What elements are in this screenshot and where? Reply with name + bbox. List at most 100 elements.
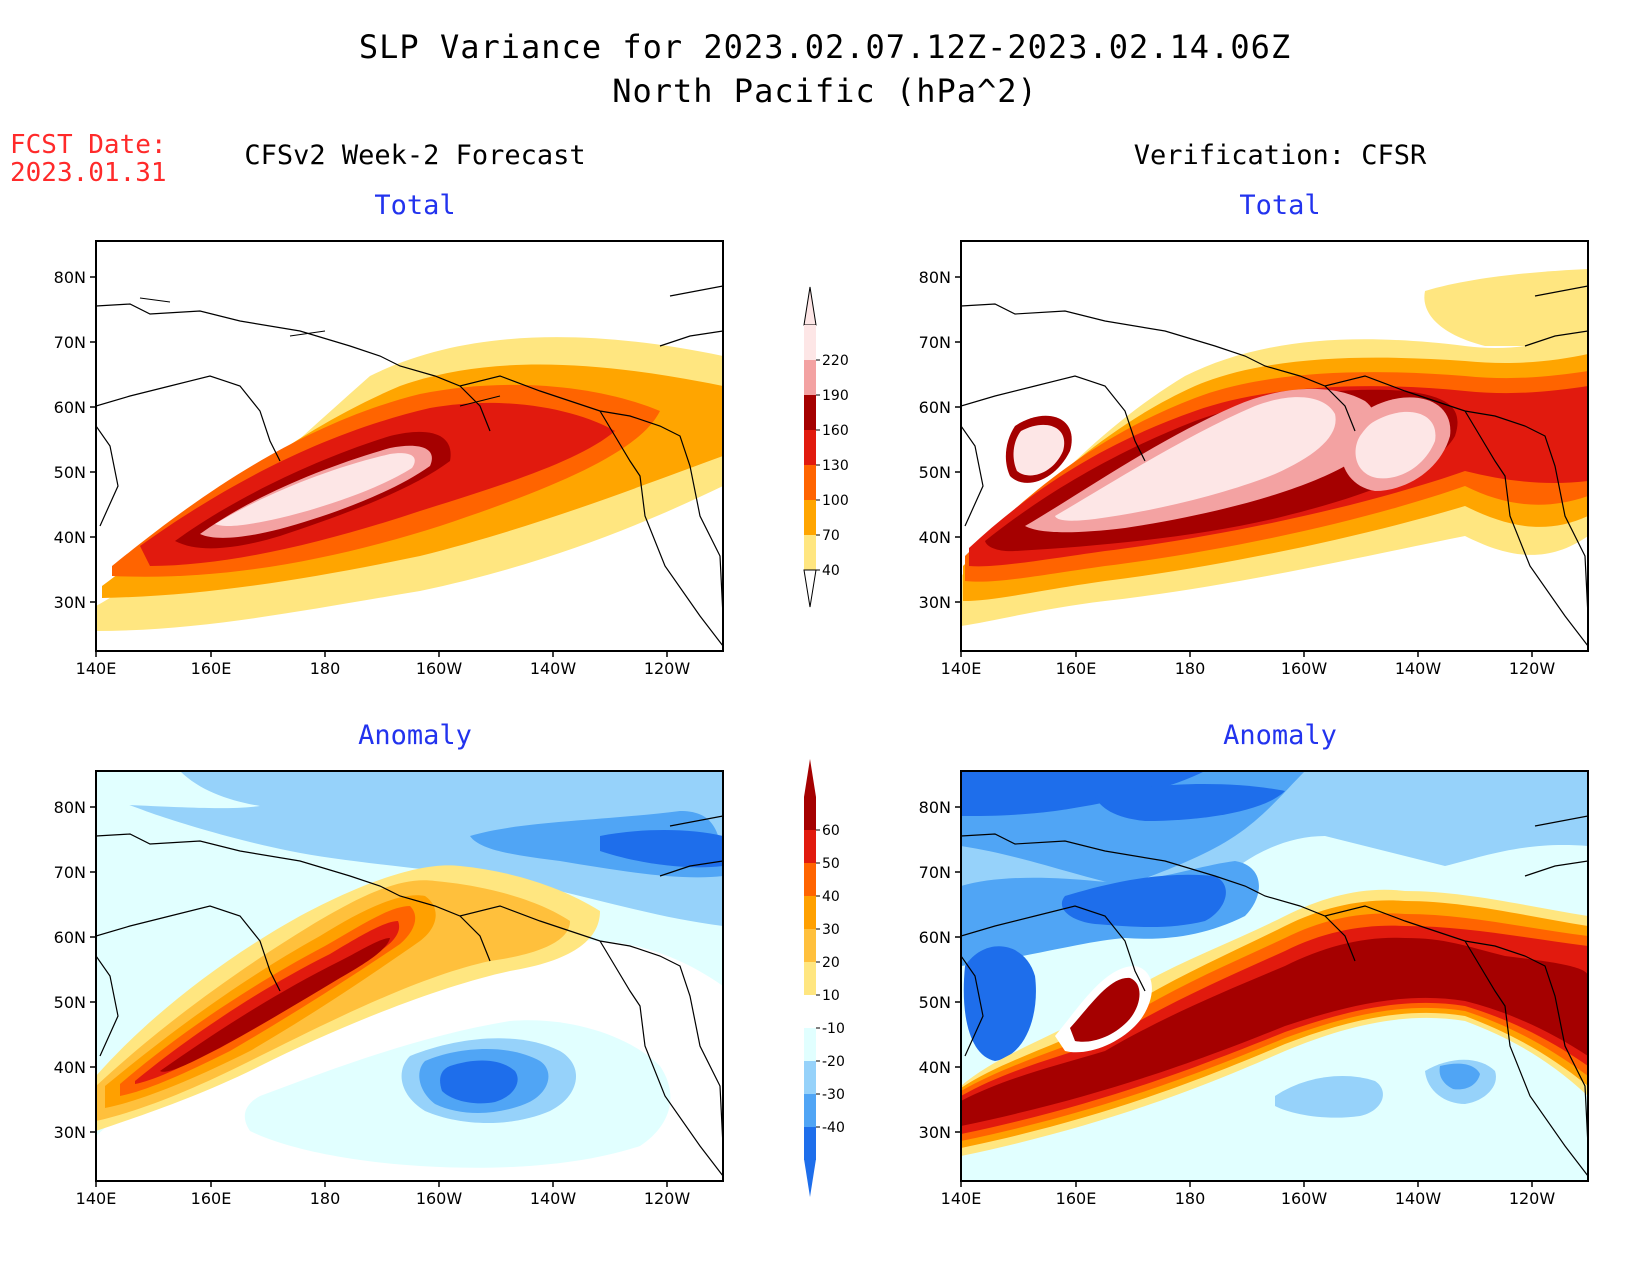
lon-label: 160E [1056,659,1097,676]
anomaly-colorbar-label: -40 [822,1120,845,1136]
anomaly-colorbar-label: 50 [822,856,840,872]
anomaly-colorbar-swatch [804,1127,816,1160]
lat-label: 70N [54,863,86,882]
lon-label: 160E [191,659,232,676]
lon-label: 180 [1175,1189,1206,1206]
fcst-date-value: 2023.01.31 [10,158,167,188]
lon-label: 180 [310,1189,341,1206]
lat-label: 30N [54,1123,86,1142]
lat-label: 80N [919,798,951,817]
lon-label: 180 [1175,659,1206,676]
lat-label: 40N [919,528,951,547]
lat-label: 50N [919,463,951,482]
anomaly-colorbar-swatch [804,896,816,929]
total-colorbar: 220 190 160 130 100 70 40 [803,286,849,608]
anomaly-colorbar-label: 60 [822,823,840,839]
total-colorbar-label: 130 [822,458,849,474]
total-colorbar-label: 190 [822,388,849,404]
anomaly-colorbar-label: -20 [822,1054,845,1070]
figure-title: SLP Variance for 2023.02.07.12Z-2023.02.… [358,28,1292,66]
lon-label: 140W [1395,1189,1442,1206]
total-colorbar-swatch [804,500,816,535]
anomaly-colorbar-label: -30 [822,1087,845,1103]
verif-total-title: Total [1239,190,1321,221]
forecast-total-map: 30N 40N 50N 60N 70N 80N 140E 160E 180 16… [54,240,724,676]
lon-label: 160W [1281,659,1328,676]
lat-label: 40N [919,1058,951,1077]
anomaly-colorbar: 60 50 40 30 20 10 -10 -20 -30 -40 [804,759,845,1197]
lon-label: 160E [1056,1189,1097,1206]
anomaly-colorbar-swatch [804,1094,816,1127]
anomaly-colorbar-label: 30 [822,922,840,938]
forecast-column-title: CFSv2 Week-2 Forecast [244,140,586,171]
verif-anomaly-map: 30N 40N 50N 60N 70N 80N 140E 160E 180 16… [919,770,1589,1206]
lon-label: 160W [1281,1189,1328,1206]
total-colorbar-swatches [804,325,816,570]
lat-label: 80N [919,268,951,287]
lat-label: 30N [919,1123,951,1142]
lon-label: 120W [1509,1189,1556,1206]
lon-label: 140E [76,1189,117,1206]
anomaly-colorbar-swatch [804,995,816,1028]
total-colorbar-swatch [804,535,816,570]
lat-label: 60N [54,398,86,417]
lon-label: 140E [941,1189,982,1206]
fcst-date-label: FCST Date: [10,130,167,160]
lat-label: 40N [54,528,86,547]
lon-label: 140W [530,659,577,676]
total-colorbar-label: 220 [822,353,849,369]
lat-label: 60N [919,928,951,947]
lat-label: 80N [54,268,86,287]
lon-label: 140E [76,659,117,676]
lat-label: 80N [54,798,86,817]
lon-label: 140W [530,1189,577,1206]
anomaly-colorbar-label: -10 [822,1021,845,1037]
anomaly-colorbar-label: 10 [822,988,840,1004]
lon-label: 120W [1509,659,1556,676]
lon-label: 120W [644,659,691,676]
lat-label: 50N [54,463,86,482]
lat-label: 60N [919,398,951,417]
anomaly-colorbar-label: 20 [822,955,840,971]
lat-label: 30N [54,593,86,612]
total-colorbar-swatch [804,325,816,360]
lon-label: 160W [416,1189,463,1206]
total-colorbar-label: 100 [822,493,849,509]
total-colorbar-label: 40 [822,563,840,579]
forecast-total-title: Total [374,190,456,221]
lon-label: 140E [941,659,982,676]
anomaly-colorbar-swatch [804,929,816,962]
total-colorbar-swatch [804,360,816,395]
total-colorbar-swatch [804,395,816,430]
forecast-anomaly-title: Anomaly [358,720,472,751]
verif-total-map: 30N 40N 50N 60N 70N 80N 140E 160E 180 16… [919,240,1589,676]
anomaly-colorbar-label: 40 [822,889,840,905]
lat-label: 40N [54,1058,86,1077]
lon-label: 160W [416,659,463,676]
verification-column-title: Verification: CFSR [1133,140,1427,171]
anomaly-colorbar-swatches [804,797,816,1160]
lat-label: 70N [919,333,951,352]
anomaly-colorbar-swatch [804,1061,816,1094]
anomaly-colorbar-swatch [804,1028,816,1061]
lat-label: 30N [919,593,951,612]
total-colorbar-label: 160 [822,423,849,439]
lat-label: 50N [54,993,86,1012]
anomaly-colorbar-swatch [804,962,816,995]
total-colorbar-swatch [804,465,816,500]
lat-label: 70N [54,333,86,352]
lon-label: 140W [1395,659,1442,676]
anomaly-colorbar-swatch [804,797,816,830]
figure-subtitle: North Pacific (hPa^2) [612,72,1038,110]
forecast-anomaly-map: 30N 40N 50N 60N 70N 80N 140E 160E 180 16… [54,770,724,1206]
lon-label: 180 [310,659,341,676]
lon-label: 160E [191,1189,232,1206]
anomaly-colorbar-swatch [804,863,816,896]
lat-label: 60N [54,928,86,947]
verif-anomaly-title: Anomaly [1223,720,1337,751]
total-colorbar-swatch [804,430,816,465]
lat-label: 70N [919,863,951,882]
total-colorbar-label: 70 [822,528,840,544]
lat-label: 50N [919,993,951,1012]
anomaly-colorbar-swatch [804,830,816,863]
